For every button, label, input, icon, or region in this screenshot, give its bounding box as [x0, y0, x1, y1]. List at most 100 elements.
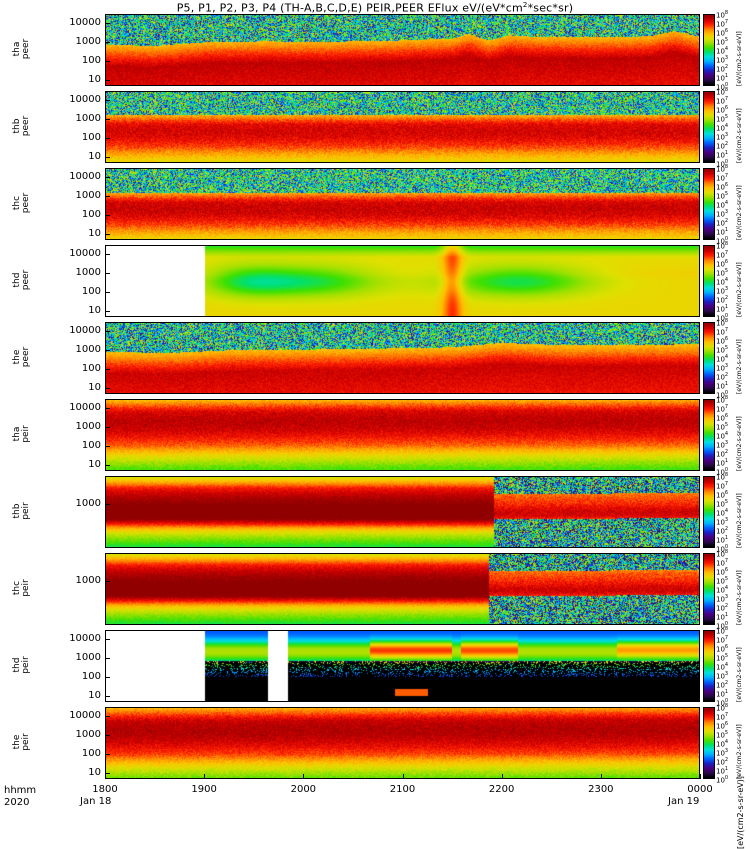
colorbar-tick-thb-peer-2: 102 — [716, 141, 729, 151]
colorbar-tick-the-peer-0: 100 — [716, 390, 729, 400]
spectrogram-panel-thc-peer — [105, 168, 700, 240]
colorbar-gradient — [704, 15, 714, 85]
y-tick-label-the-peer-1000: 1000 — [75, 344, 101, 356]
y-tick-mark — [105, 408, 110, 410]
panel-label-thc-peir: thc peir — [12, 552, 31, 624]
y-tick-label-thd-peir-10: 10 — [88, 690, 101, 702]
colorbar-tick-thd-peir-1: 101 — [716, 689, 729, 699]
y-tick-mark — [105, 254, 110, 256]
colorbar-title-thd-peir: [eV/(cm2-s-sr-eV)] — [736, 647, 743, 702]
x-tick-mark — [700, 774, 701, 779]
panel-label-thb-peir: thb peir — [12, 475, 31, 547]
panel-label-instrument: peir — [21, 579, 31, 597]
y-tick-label-tha-peer-1000: 1000 — [75, 36, 101, 48]
colorbar-tick-thb-peir-3: 103 — [716, 517, 729, 527]
spectrogram-canvas-tha-peir — [106, 400, 699, 470]
y-tick-label-thd-peer-1000: 1000 — [75, 267, 101, 279]
spectrogram-panel-thd-peir — [105, 630, 700, 702]
colorbar-tick-the-peir-0: 100 — [716, 775, 729, 785]
spectrogram-canvas-thc-peer — [106, 169, 699, 239]
x-tick-label-2300: 2300 — [588, 784, 614, 795]
y-tick-mark — [105, 388, 110, 390]
colorbar-gradient — [704, 169, 714, 239]
spectrogram-canvas-tha-peer — [106, 15, 699, 85]
colorbar-tick-tha-peer-2: 102 — [716, 64, 729, 74]
spectrogram-panel-thc-peir — [105, 553, 700, 625]
colorbar-tick-tha-peir-5: 105 — [716, 422, 729, 432]
y-tick-mark — [105, 639, 110, 641]
y-tick-mark — [105, 446, 110, 448]
colorbar-tick-thc-peir-4: 104 — [716, 585, 729, 595]
colorbar-tick-thd-peer-0: 100 — [716, 313, 729, 323]
colorbar-tick-tha-peir-7: 107 — [716, 404, 729, 414]
y-tick-label-thb-peer-10000: 10000 — [69, 94, 101, 106]
colorbar-tick-thd-peir-8: 108 — [716, 626, 729, 636]
colorbar-tick-thd-peer-5: 105 — [716, 268, 729, 278]
y-tick-mark — [105, 100, 110, 102]
colorbar-tick-the-peir-3: 103 — [716, 748, 729, 758]
colorbar-tick-the-peir-1: 101 — [716, 766, 729, 776]
colorbar-tick-thd-peir-2: 102 — [716, 680, 729, 690]
colorbar-gradient — [704, 708, 714, 778]
colorbar-tick-thd-peir-7: 107 — [716, 635, 729, 645]
y-tick-mark — [105, 42, 110, 44]
y-tick-mark — [105, 234, 110, 236]
panel-label-the-peer: the peer — [12, 321, 31, 393]
colorbar-thc-peir — [703, 553, 715, 625]
y-tick-label-thc-peer-10000: 10000 — [69, 171, 101, 183]
y-tick-label-the-peir-10000: 10000 — [69, 710, 101, 722]
colorbar-tick-tha-peir-3: 103 — [716, 440, 729, 450]
y-tick-mark — [105, 465, 110, 467]
y-tick-label-the-peer-10: 10 — [88, 382, 101, 394]
y-tick-label-tha-peer-10000: 10000 — [69, 17, 101, 29]
colorbar-tick-tha-peir-0: 100 — [716, 467, 729, 477]
colorbar-tick-the-peir-5: 105 — [716, 730, 729, 740]
colorbar-tick-tha-peir-8: 108 — [716, 395, 729, 405]
x-tick-label-0000: 0000 — [687, 784, 713, 795]
colorbar-tick-tha-peir-4: 104 — [716, 431, 729, 441]
y-tick-label-tha-peer-100: 100 — [81, 55, 101, 67]
y-tick-label-the-peir-10: 10 — [88, 767, 101, 779]
colorbar-tick-thd-peer-1: 101 — [716, 304, 729, 314]
x-tick-label-2000: 2000 — [290, 784, 317, 795]
y-tick-mark — [105, 273, 110, 275]
colorbar-thc-peer — [703, 168, 715, 240]
colorbar-tick-tha-peer-3: 103 — [716, 55, 729, 65]
x-axis-date-start: Jan 18 — [80, 796, 112, 807]
y-tick-mark — [105, 138, 110, 140]
y-tick-mark — [105, 427, 110, 429]
colorbar-tick-thb-peer-4: 104 — [716, 123, 729, 133]
y-tick-label-thb-peer-10: 10 — [88, 151, 101, 163]
colorbar-tick-tha-peir-2: 102 — [716, 449, 729, 459]
spectrogram-panel-the-peir — [105, 707, 700, 779]
colorbar-tick-thb-peer-7: 107 — [716, 96, 729, 106]
colorbar-tick-thd-peer-2: 102 — [716, 295, 729, 305]
y-tick-label-thb-peer-100: 100 — [81, 132, 101, 144]
x-tick-mark — [303, 774, 305, 779]
colorbar-tick-thb-peer-3: 103 — [716, 132, 729, 142]
x-tick-mark — [105, 774, 106, 779]
y-tick-label-thc-peer-10: 10 — [88, 228, 101, 240]
colorbar-tick-thb-peir-7: 107 — [716, 481, 729, 491]
y-tick-label-the-peer-10000: 10000 — [69, 325, 101, 337]
x-tick-mark — [600, 774, 602, 779]
colorbar-tick-thd-peir-4: 104 — [716, 662, 729, 672]
x-tick-label-2200: 2200 — [488, 784, 515, 795]
y-tick-label-the-peer-100: 100 — [81, 363, 101, 375]
colorbar-tick-tha-peer-6: 106 — [716, 28, 729, 38]
colorbar-tick-thb-peir-1: 101 — [716, 535, 729, 545]
x-tick-mark — [501, 774, 503, 779]
colorbar-tick-thb-peer-8: 108 — [716, 87, 729, 97]
colorbar-tick-thc-peir-6: 106 — [716, 567, 729, 577]
colorbar-tick-thb-peir-6: 106 — [716, 490, 729, 500]
spectrogram-canvas-thb-peir — [106, 477, 699, 547]
x-tick-label-1900: 1900 — [191, 784, 217, 795]
colorbar-tick-thd-peer-4: 104 — [716, 277, 729, 287]
colorbar-the-peer — [703, 322, 715, 394]
colorbar-tick-thc-peer-0: 100 — [716, 236, 729, 246]
y-tick-label-thd-peer-100: 100 — [81, 286, 101, 298]
colorbar-tick-thc-peir-5: 105 — [716, 576, 729, 586]
colorbar-tick-the-peer-1: 101 — [716, 381, 729, 391]
y-tick-label-thc-peir-1000: 1000 — [75, 575, 101, 587]
panel-label-thc-peer: thc peer — [12, 167, 31, 239]
